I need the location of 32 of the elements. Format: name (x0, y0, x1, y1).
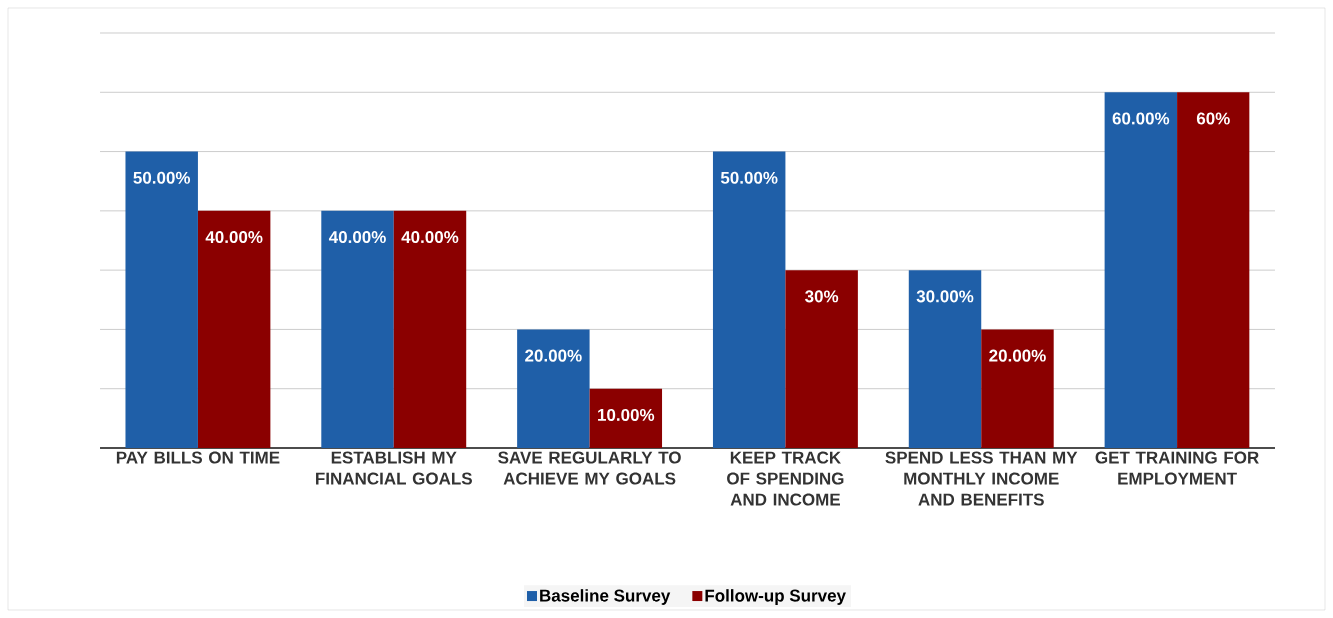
legend-label: Baseline Survey (540, 589, 671, 605)
data-label: 50.00% (133, 171, 191, 184)
data-label: 50.00% (720, 171, 778, 184)
data-label: 60% (1196, 112, 1230, 125)
x-tick-label: ESTABLISH MY FINANCIAL GOALS (316, 451, 472, 485)
bar (785, 270, 858, 448)
data-label: 60.00% (1112, 112, 1170, 125)
bar (712, 151, 786, 448)
x-tick-label: SAVE REGULARLY TO ACHIEVE MY GOALS (498, 451, 681, 485)
bar (981, 329, 1054, 448)
bar (908, 270, 982, 448)
x-tick-label: SPEND LESS THAN MY MONTHLY INCOME AND BENEFITS (885, 451, 1078, 506)
data-label: 30.00% (916, 290, 974, 303)
data-label: 20.00% (525, 349, 582, 362)
bar (197, 210, 271, 448)
bar (125, 151, 198, 448)
bar (517, 329, 590, 448)
bar (1177, 92, 1250, 448)
bar (321, 210, 394, 448)
data-label: 20.00% (989, 349, 1046, 362)
data-label: 10.00% (598, 408, 655, 421)
bar (1104, 92, 1178, 448)
data-label: 30% (805, 290, 839, 303)
legend-label: Follow-up Survey (705, 589, 846, 605)
bar (393, 210, 467, 448)
data-label: 40.00% (401, 231, 459, 244)
data-label: 40.00% (328, 231, 386, 244)
x-tick-label: PAY BILLS ON TIME (116, 451, 280, 464)
x-tick-label: KEEP TRACK OF SPENDING AND INCOME (727, 451, 844, 506)
data-label: 40.00% (205, 231, 263, 244)
x-tick-label: GET TRAINING FOR EMPLOYMENT (1095, 451, 1259, 485)
bar (589, 388, 663, 448)
